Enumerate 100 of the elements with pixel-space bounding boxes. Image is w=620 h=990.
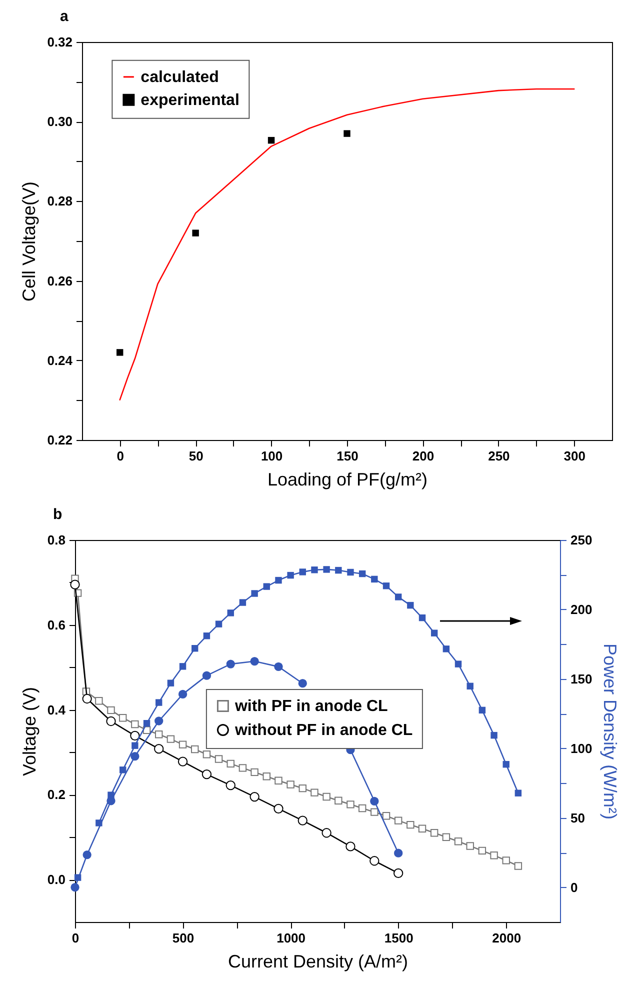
point [250,792,260,802]
y-tick-label: 0.28 [47,194,72,209]
point [250,768,258,776]
x-axis-title: Current Density (A/m²) [228,952,408,972]
y2-axis-title: Power Density (W/m²) [600,643,620,820]
point [203,632,210,640]
point [131,720,139,728]
point [202,750,211,758]
point [262,772,270,780]
point [466,682,474,690]
y2-tick-label: 100 [570,740,592,756]
point [382,582,390,590]
point [239,599,246,606]
point [346,800,354,808]
y-tick-label: 0.2 [47,787,66,802]
legend-label: with PF in anode CL [234,698,388,715]
point [268,136,275,144]
x-tick-label: 0 [116,448,124,464]
point [238,764,247,772]
point [346,842,356,852]
point [82,694,92,704]
point [155,699,162,706]
point [394,848,403,858]
point [154,730,163,738]
point [179,663,186,670]
legend-label: calculated [140,68,219,86]
point [454,660,462,668]
point [490,852,498,860]
point [178,690,188,699]
point [226,780,236,790]
point [95,697,103,705]
point [310,788,318,796]
point [274,662,283,672]
point [347,568,354,576]
point [130,730,140,740]
point [406,820,414,829]
point [274,776,282,785]
point [418,614,426,622]
point [298,784,306,792]
point [394,868,404,878]
point [334,796,342,804]
y2-tick-label: 250 [570,532,592,548]
point [370,856,380,866]
point [299,568,306,576]
point [274,804,284,814]
point [298,679,307,688]
point [502,856,510,864]
x-tick-label: 250 [488,448,510,464]
chart-title: b [53,506,62,523]
point [202,769,212,780]
point [166,735,175,743]
point [178,756,188,766]
x-tick-label: 50 [188,448,204,464]
y-tick-label: 0.8 [47,532,66,548]
y2-tick-label: 50 [570,810,585,826]
point [250,656,259,666]
x-tick-label: 500 [172,930,194,946]
point [132,742,138,749]
x-tick-label: 300 [564,448,586,464]
point [323,566,330,573]
point [490,732,498,739]
x-tick-label: 2000 [492,930,522,946]
x-tick-label: 1500 [384,930,414,946]
y-tick-label: 0.0 [47,872,66,888]
point [514,790,522,796]
point [116,349,124,356]
point [407,602,414,609]
point [442,646,450,652]
point [143,720,150,727]
point [394,816,402,824]
y-tick-label: 0.26 [47,273,72,288]
point [370,796,379,806]
point [382,812,390,820]
point [394,594,402,600]
x-tick-label: 0 [72,930,80,946]
point [178,740,187,748]
y2-tick-label: 150 [570,671,592,686]
y-axis-title: Voltage (V) [19,686,40,776]
y-tick-label: 0.6 [47,617,66,632]
y-tick-label: 0.22 [47,432,72,448]
point [192,230,199,236]
x-tick-label: 100 [260,448,283,464]
point [502,760,510,768]
point [514,862,522,870]
point [214,755,223,763]
point [287,572,294,579]
chart-title: a [60,8,69,25]
point [275,576,282,584]
point [106,796,116,806]
point [191,644,198,652]
point [106,716,116,726]
point [418,824,426,832]
point [311,566,318,574]
x-tick-label: 150 [336,448,358,464]
y-tick-label: 0.30 [47,114,72,130]
point [263,583,270,590]
point [466,842,474,850]
y2-tick-label: 200 [570,602,592,617]
point [322,828,332,838]
point [226,660,235,668]
